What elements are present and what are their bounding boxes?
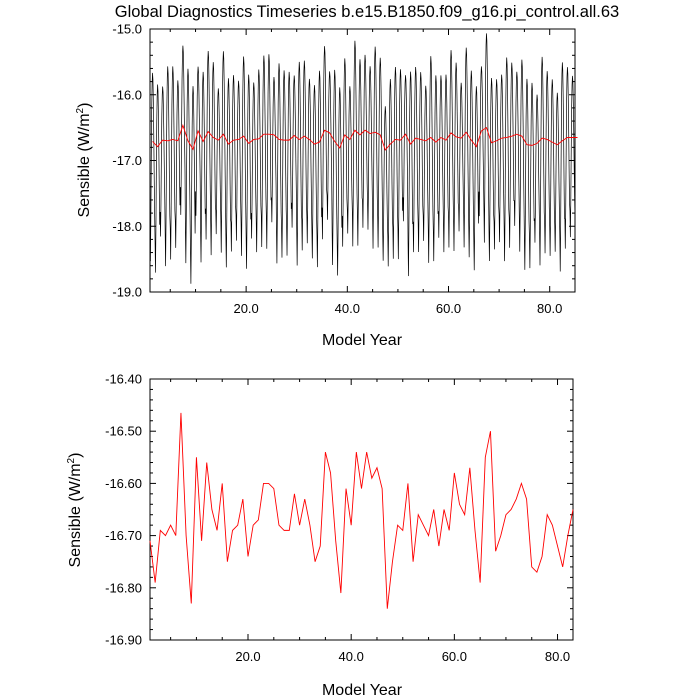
- top-y-tick-labels: -19.0 -18.0 -17.0 -16.0 -15.0: [112, 22, 142, 300]
- bottom-axis-ticks: [150, 378, 573, 641]
- top-x-tick-label: 60.0: [436, 301, 461, 316]
- top-x-tick-label: 80.0: [537, 301, 562, 316]
- top-y-tick-label: -16.0: [112, 87, 142, 102]
- top-y-tick-label: -15.0: [112, 22, 142, 37]
- bottom-x-tick-label: 20.0: [235, 649, 260, 664]
- top-y-label-sup: 2: [75, 107, 86, 113]
- bottom-y-label-text: Sensible (W/m: [67, 463, 84, 567]
- bottom-x-tick-label: 40.0: [339, 649, 364, 664]
- top-axis-ticks: [150, 28, 576, 293]
- bottom-y-tick-labels: -16.90 -16.80 -16.70 -16.60 -16.50 -16.40: [105, 372, 142, 648]
- bottom-y-tick-label: -16.60: [105, 476, 142, 491]
- top-annual-series-line: [152, 123, 578, 151]
- bottom-y-tick-label: -16.90: [105, 633, 142, 648]
- bottom-y-tick-label: -16.50: [105, 424, 142, 439]
- top-series-group: [149, 33, 578, 284]
- bottom-y-tick-label: -16.80: [105, 580, 142, 595]
- bottom-y-label-sup: 2: [66, 457, 77, 463]
- top-x-axis-label: Model Year: [322, 332, 403, 349]
- top-y-label-text: Sensible (W/m: [76, 113, 93, 217]
- top-y-tick-label: -18.0: [112, 219, 142, 234]
- top-y-tick-label: -17.0: [112, 153, 142, 168]
- figure-title: Global Diagnostics Timeseries b.e15.B185…: [115, 3, 619, 21]
- top-y-tick-label: -19.0: [112, 285, 142, 300]
- bottom-x-tick-label: 80.0: [545, 649, 570, 664]
- top-y-label-close: ): [76, 103, 93, 108]
- bottom-x-tick-labels: 20.0 40.0 60.0 80.0: [235, 649, 570, 664]
- bottom-annual-series-line: [149, 412, 574, 609]
- bottom-y-tick-label: -16.70: [105, 528, 142, 543]
- top-monthly-series-line: [149, 33, 576, 284]
- top-x-tick-label: 20.0: [233, 301, 258, 316]
- bottom-y-axis-label: Sensible (W/m2): [66, 453, 84, 568]
- bottom-y-label-close: ): [67, 453, 84, 458]
- bottom-x-axis-label: Model Year: [322, 682, 403, 699]
- bottom-panel: -16.90 -16.80 -16.70 -16.60 -16.50 -16.40 20.…: [66, 372, 574, 699]
- top-panel: -19.0 -18.0 -17.0 -16.0 -15.0 20.0 40.0 60.0 80…: [75, 22, 578, 349]
- top-y-axis-label: Sensible (W/m2): [75, 103, 93, 218]
- top-x-tick-labels: 20.0 40.0 60.0 80.0: [233, 301, 562, 316]
- bottom-y-tick-label: -16.40: [105, 372, 142, 387]
- bottom-plot-frame: [149, 378, 574, 641]
- bottom-series-group: [149, 412, 574, 609]
- bottom-x-tick-label: 60.0: [442, 649, 467, 664]
- top-x-tick-label: 40.0: [335, 301, 360, 316]
